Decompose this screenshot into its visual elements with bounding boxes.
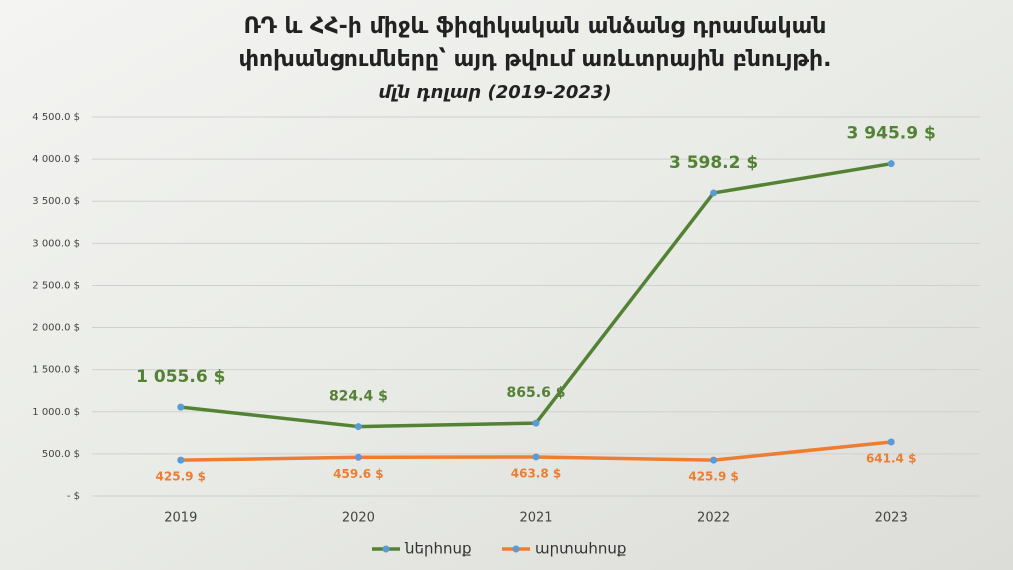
data-label: 1 055.6 $ (136, 367, 225, 387)
data-point (710, 189, 718, 197)
data-point (887, 160, 895, 168)
y-tick-label: 3 500.0 $ (32, 196, 80, 207)
data-label: 463.8 $ (511, 466, 561, 480)
data-label: 425.9 $ (688, 470, 738, 484)
data-point (177, 456, 185, 464)
x-tick-label: 2021 (519, 511, 552, 526)
y-tick-label: 1 500.0 $ (32, 365, 80, 376)
y-tick-label: 2 500.0 $ (32, 280, 80, 291)
legend-marker (382, 545, 390, 553)
data-point (354, 453, 362, 461)
data-label: 425.9 $ (156, 470, 206, 484)
y-tick-label: 4 500.0 $ (32, 112, 80, 123)
y-tick-label: 500.0 $ (42, 449, 80, 460)
y-tick-label: 4 000.0 $ (32, 154, 80, 165)
chart-title: ՌԴ և ՀՀ-ի միջև ֆիզիկական անձանց դրամական (244, 14, 827, 39)
data-point (354, 423, 362, 431)
data-point (532, 419, 540, 427)
x-tick-label: 2022 (697, 511, 730, 526)
data-point (177, 403, 185, 411)
legend-label: ներհոսք (404, 540, 472, 558)
x-tick-label: 2023 (875, 511, 908, 526)
y-tick-label: - $ (67, 491, 80, 502)
legend-marker (512, 545, 520, 553)
data-point (710, 456, 718, 464)
data-label: 459.6 $ (333, 467, 383, 481)
data-point (887, 438, 895, 446)
data-point (532, 453, 540, 461)
chart-title: փոխանցումները՝ այդ թվում առևտրային բնույ… (238, 47, 831, 72)
data-label: 824.4 $ (329, 389, 388, 405)
y-tick-label: 1 000.0 $ (32, 407, 80, 418)
y-tick-label: 2 000.0 $ (32, 323, 80, 334)
data-label: 3 598.2 $ (669, 153, 758, 173)
chart-subtitle: մլն դոլար (2019-2023) (378, 82, 611, 103)
data-label: 3 945.9 $ (847, 124, 936, 144)
y-tick-label: 3 000.0 $ (32, 238, 80, 249)
data-label: 865.6 $ (507, 385, 566, 401)
x-tick-label: 2019 (164, 511, 197, 526)
x-tick-label: 2020 (342, 511, 375, 526)
data-label: 641.4 $ (866, 451, 916, 465)
legend-label: արտահոսք (535, 540, 626, 558)
